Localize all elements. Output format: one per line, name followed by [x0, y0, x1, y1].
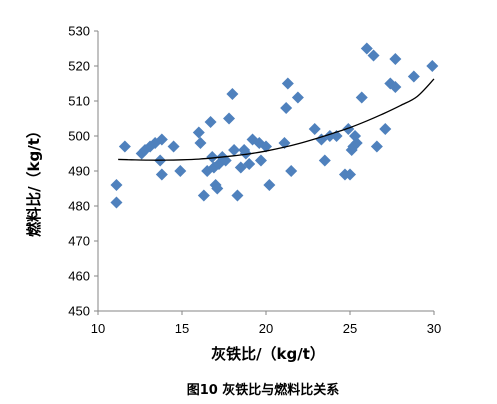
data-point: [350, 137, 363, 149]
data-point: [118, 140, 131, 153]
figure-caption: 图10 灰铁比与燃料比关系: [187, 382, 340, 398]
y-tick-label: 460: [68, 269, 90, 284]
data-point: [355, 91, 368, 104]
data-point: [239, 147, 252, 160]
data-point: [291, 91, 304, 104]
y-axis-title: 燃料比/（kg/t）: [25, 123, 43, 237]
data-point: [206, 151, 219, 163]
data-point: [167, 140, 180, 153]
y-tick-label: 480: [68, 199, 90, 214]
data-point: [223, 112, 236, 125]
y-tick-label: 530: [68, 24, 90, 39]
data-point: [194, 137, 207, 149]
data-point: [254, 154, 267, 167]
data-point: [308, 123, 321, 135]
data-point: [263, 179, 276, 191]
x-tick-label: 10: [91, 321, 105, 336]
y-tick-label: 450: [68, 304, 90, 319]
data-points: [110, 42, 439, 209]
data-point: [281, 77, 294, 90]
data-point: [231, 189, 244, 202]
data-point: [110, 179, 123, 191]
data-point: [174, 165, 187, 177]
y-tick-label: 490: [68, 164, 90, 179]
data-point: [280, 102, 293, 114]
data-point: [243, 158, 256, 170]
data-point: [370, 140, 383, 153]
data-point: [379, 123, 392, 135]
y-tick-label: 520: [68, 59, 90, 74]
axes: [97, 31, 434, 312]
x-tick-label: 30: [427, 321, 441, 336]
data-point: [342, 123, 355, 135]
data-point: [226, 88, 239, 100]
x-tick-label: 25: [343, 321, 357, 336]
y-tick-label: 500: [68, 129, 90, 144]
x-tick-label: 20: [259, 321, 273, 336]
data-point: [285, 165, 298, 177]
data-point: [367, 49, 380, 62]
data-point: [155, 168, 168, 181]
data-point: [407, 70, 420, 83]
data-point: [228, 144, 241, 156]
y-tick-label: 510: [68, 94, 90, 109]
data-point: [204, 116, 217, 128]
y-axis-ticks: 450 460 470 480 490 500 510 520 530: [68, 24, 98, 319]
data-point: [211, 182, 224, 195]
data-point: [197, 189, 210, 202]
x-axis-title: 灰铁比/（kg/t）: [211, 345, 325, 363]
data-point: [155, 133, 168, 146]
data-point: [426, 60, 439, 72]
data-point: [389, 53, 402, 65]
data-point: [344, 168, 356, 181]
data-point: [110, 196, 123, 209]
x-axis-ticks: 10 15 20 25 30: [91, 311, 441, 336]
y-tick-label: 470: [68, 234, 90, 249]
data-point: [260, 140, 272, 153]
data-point: [318, 154, 331, 167]
trendline: [118, 78, 435, 161]
data-point: [192, 126, 205, 139]
x-tick-label: 15: [175, 321, 189, 336]
data-point: [389, 81, 402, 93]
data-point: [360, 42, 373, 55]
